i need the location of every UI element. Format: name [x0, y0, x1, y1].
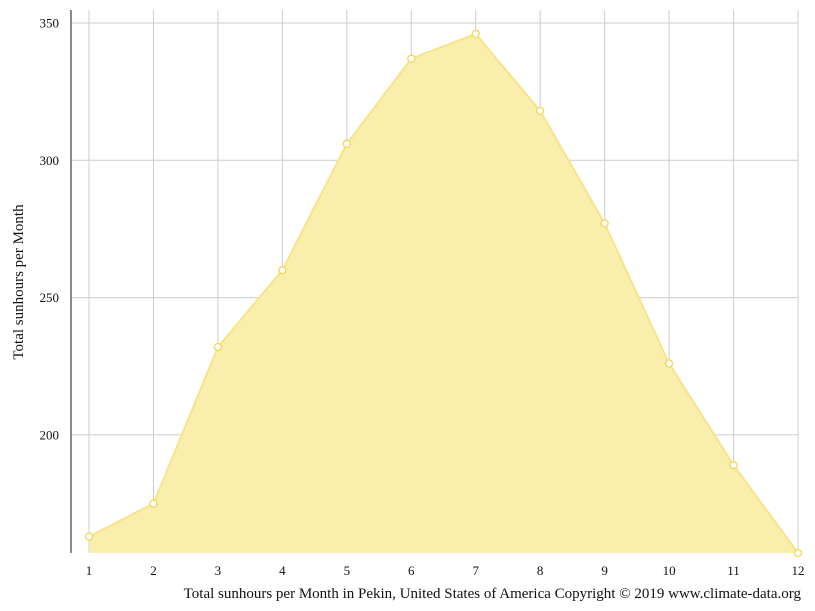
- x-tick-label: 9: [601, 563, 608, 578]
- data-point: [664, 359, 674, 368]
- data-point: [342, 139, 351, 148]
- x-tick-label: 10: [663, 563, 676, 578]
- y-axis-title: Total sunhours per Month: [11, 204, 27, 360]
- y-tick-label: 350: [40, 16, 60, 31]
- area-layer: [88, 32, 799, 554]
- data-point: [793, 548, 803, 558]
- data-point: [536, 106, 545, 116]
- data-point: [149, 499, 158, 508]
- x-tick-label: 8: [537, 563, 544, 578]
- x-tick-label: 2: [150, 563, 157, 578]
- x-tick-label: 5: [344, 563, 351, 578]
- x-tick-label: 6: [408, 563, 415, 578]
- y-tick-label: 200: [40, 427, 60, 442]
- y-tick-label: 300: [40, 153, 60, 168]
- area-fill: [89, 33, 798, 554]
- x-tick-label: 12: [792, 563, 805, 578]
- marker-layer: [84, 29, 803, 558]
- data-point: [600, 219, 609, 228]
- y-tick-label: 250: [40, 290, 60, 305]
- data-point: [84, 532, 94, 541]
- x-tick-label: 11: [727, 563, 740, 578]
- series-line: [88, 32, 799, 554]
- data-point: [729, 460, 738, 470]
- data-point: [471, 29, 480, 39]
- chart-caption: Total sunhours per Month in Pekin, Unite…: [184, 586, 802, 602]
- data-point: [213, 342, 223, 352]
- data-point: [278, 266, 287, 275]
- data-point: [407, 54, 416, 63]
- x-tick-label: 7: [472, 563, 479, 578]
- x-tick-label: 1: [86, 563, 93, 578]
- x-tick-label: 4: [279, 563, 286, 578]
- x-tick-label: 3: [215, 563, 222, 578]
